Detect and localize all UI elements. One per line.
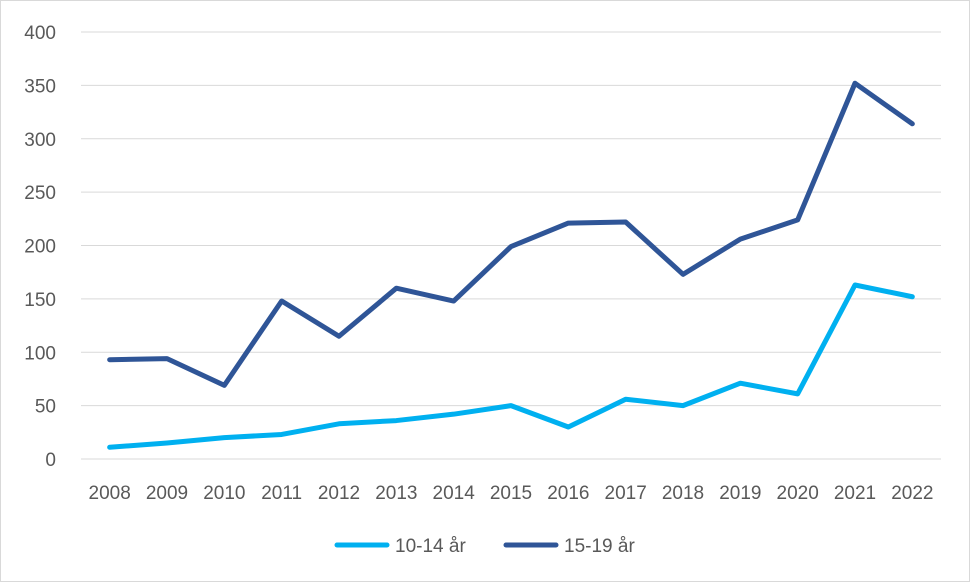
y-axis-ticks: 0 50 100 150 200 250 300 350 400: [24, 23, 56, 471]
y-tick-label: 150: [24, 290, 56, 311]
y-tick-label: 100: [24, 343, 56, 364]
series-line-15-19: [110, 83, 913, 385]
x-tick-label: 2017: [605, 483, 647, 504]
x-tick-label: 2020: [777, 483, 819, 504]
x-tick-label: 2015: [490, 483, 532, 504]
x-tick-label: 2013: [375, 483, 417, 504]
y-tick-label: 350: [24, 76, 56, 97]
x-tick-label: 2021: [834, 483, 876, 504]
x-tick-label: 2022: [891, 483, 933, 504]
y-tick-label: 250: [24, 183, 56, 204]
y-tick-label: 0: [45, 450, 56, 471]
legend-label: 10-14 år: [395, 536, 466, 557]
series-line-10-14: [110, 285, 913, 447]
x-tick-label: 2012: [318, 483, 360, 504]
x-tick-label: 2018: [662, 483, 704, 504]
x-tick-label: 2009: [146, 483, 188, 504]
legend: 10-14 år 15-19 år: [337, 536, 635, 557]
legend-label: 15-19 år: [564, 536, 635, 557]
x-tick-label: 2011: [261, 483, 302, 504]
x-tick-label: 2014: [433, 483, 476, 504]
x-tick-label: 2010: [203, 483, 245, 504]
x-tick-label: 2016: [547, 483, 589, 504]
series-lines: [110, 83, 913, 447]
y-tick-label: 400: [24, 23, 56, 44]
y-tick-label: 200: [24, 237, 56, 258]
y-tick-label: 300: [24, 130, 56, 151]
x-tick-label: 2019: [719, 483, 761, 504]
x-tick-label: 2008: [89, 483, 131, 504]
y-tick-label: 50: [35, 397, 56, 418]
x-axis-ticks: 2008 2009 2010 2011 2012 2013 2014 2015 2016 2017…: [89, 483, 934, 504]
